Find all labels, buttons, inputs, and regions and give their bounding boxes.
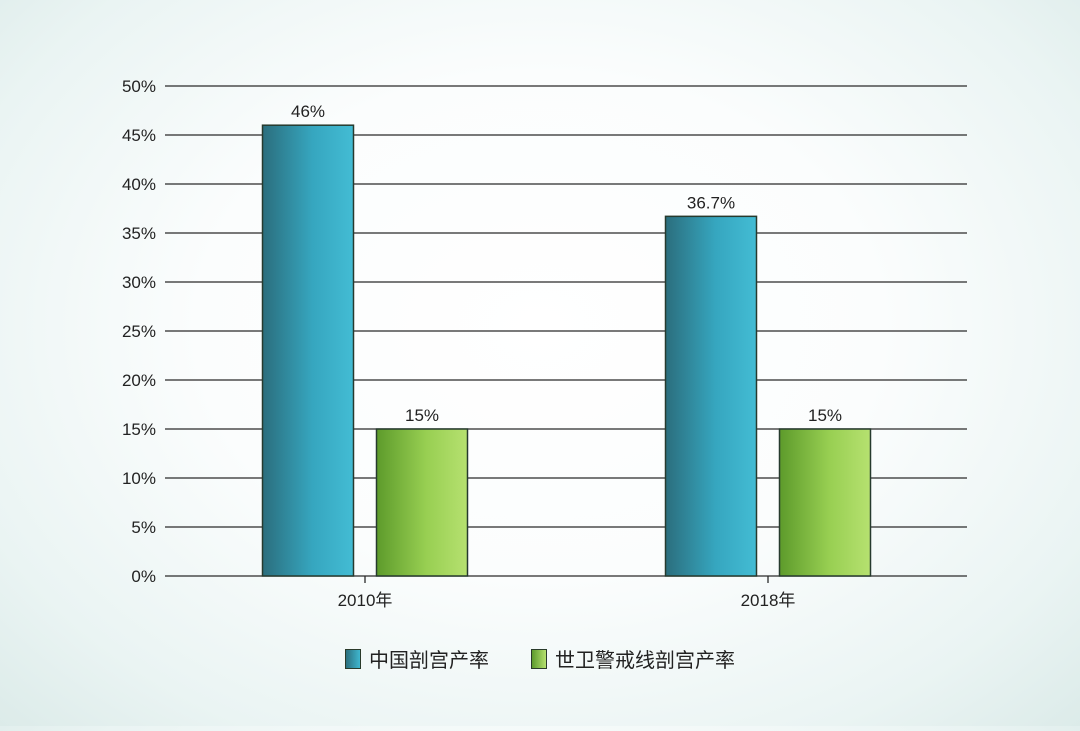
legend-swatch-blue bbox=[345, 648, 361, 669]
legend-item-who-threshold-rate: 世卫警戒线剖宫产率 bbox=[531, 644, 735, 673]
y-tick-label: 50% bbox=[122, 77, 156, 96]
bar bbox=[664, 215, 758, 577]
x-tick-label: 2018年 bbox=[741, 591, 796, 610]
y-tick-label: 5% bbox=[131, 518, 156, 537]
y-tick-label: 45% bbox=[122, 126, 156, 145]
legend-label: 中国剖宫产率 bbox=[369, 648, 489, 672]
bar bbox=[778, 428, 872, 577]
x-tick-label: 2010年 bbox=[338, 591, 393, 610]
data-label: 15% bbox=[808, 406, 842, 425]
legend: 中国剖宫产率 世卫警戒线剖宫产率 bbox=[0, 644, 1080, 673]
data-label: 15% bbox=[405, 406, 439, 425]
y-tick-label: 10% bbox=[122, 469, 156, 488]
y-tick-label: 40% bbox=[122, 175, 156, 194]
y-tick-label: 30% bbox=[122, 273, 156, 292]
legend-item-china-csection-rate: 中国剖宫产率 bbox=[345, 644, 489, 673]
legend-swatch-green bbox=[531, 648, 547, 669]
legend-label: 世卫警戒线剖宫产率 bbox=[555, 648, 735, 672]
data-label: 36.7% bbox=[687, 193, 735, 212]
y-tick-label: 0% bbox=[131, 567, 156, 586]
y-tick-label: 35% bbox=[122, 224, 156, 243]
bar bbox=[261, 124, 355, 577]
y-tick-label: 25% bbox=[122, 322, 156, 341]
bar bbox=[375, 428, 469, 577]
data-label: 46% bbox=[291, 102, 325, 121]
y-tick-label: 15% bbox=[122, 420, 156, 439]
y-tick-label: 20% bbox=[122, 371, 156, 390]
